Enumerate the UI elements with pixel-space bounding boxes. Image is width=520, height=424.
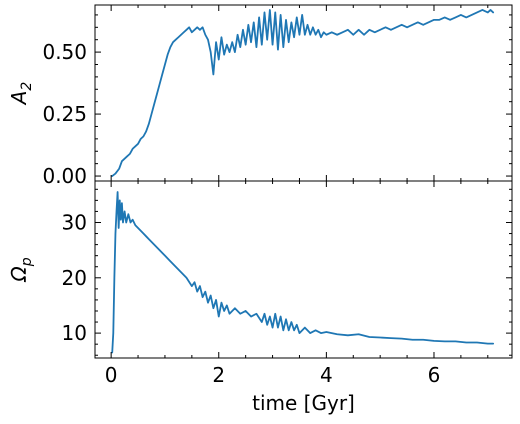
top-ylabel: A2 [7, 82, 35, 107]
top-ytick-label: 0.50 [42, 40, 87, 64]
top-ytick-label: 0.25 [42, 102, 87, 126]
bottom-ylabel-subscript: p [19, 257, 35, 267]
bottom-ylabel: Ωp [7, 257, 35, 282]
bottom-ytick-label: 20 [62, 266, 87, 290]
top-ylabel-main: A [7, 91, 31, 107]
bottom-xtick-label: 6 [428, 363, 441, 387]
bottom-ytick-label: 30 [62, 210, 87, 234]
bottom-ytick-label: 10 [62, 321, 87, 345]
bottom-xtick-label: 0 [105, 363, 118, 387]
bottom-xtick-label: 2 [212, 363, 225, 387]
bottom-axes-frame [94, 180, 513, 359]
bottom-xlabel: time [Gyr] [252, 391, 355, 415]
bottom-ylabel-main: Ω [7, 266, 31, 283]
top-series-line [111, 9, 495, 177]
bottom-series-line [111, 191, 495, 354]
bottom-xtick-label: 4 [320, 363, 333, 387]
top-ytick-label: 0.00 [42, 164, 87, 188]
top-ylabel-subscript: 2 [19, 82, 35, 91]
